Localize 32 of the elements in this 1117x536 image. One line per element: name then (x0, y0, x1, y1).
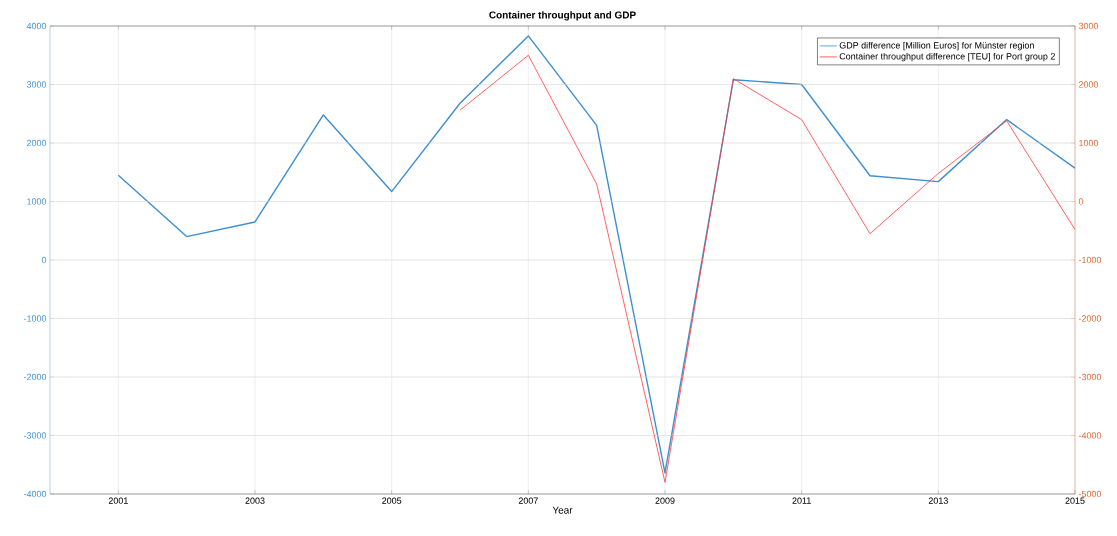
y-tick-label: 2000 (26, 139, 47, 147)
y-tick-label: -4000 (23, 490, 47, 498)
x-tick-label: 2001 (108, 497, 128, 504)
y2-tick-label: -4000 (1078, 432, 1102, 439)
line-series (459, 54, 1075, 483)
y-tick-label: 4000 (26, 22, 47, 30)
y2-tick-label: -5000 (1078, 490, 1102, 498)
y2-tick-label: -1000 (1078, 256, 1102, 264)
x-tick-label: 2013 (928, 497, 948, 504)
chart-title: Container throughput and GDP (489, 11, 636, 21)
legend-label: Container throughput difference [TEU] for Port group 2 (839, 52, 1055, 62)
x-tick-label: 2003 (245, 497, 265, 504)
legend-label: GDP difference [Million Euros] for Münster region (839, 41, 1034, 51)
x-tick-label: 2015 (1065, 497, 1085, 504)
line-series (117, 35, 1075, 474)
x-tick-label: 2007 (518, 497, 538, 504)
y-tick-label: -2000 (23, 373, 47, 381)
x-axis-title: Year (552, 506, 573, 514)
y2-tick-label: 2000 (1078, 81, 1099, 88)
x-tick-label: 2005 (382, 497, 402, 504)
y-tick-label: -1000 (23, 315, 47, 322)
y2-tick-label: 0 (1078, 198, 1084, 205)
x-tick-label: 2011 (792, 497, 811, 504)
y-tick-label: 3000 (26, 81, 47, 88)
y2-tick-label: 3000 (1078, 22, 1099, 30)
y-tick-label: 1000 (27, 198, 47, 205)
y-tick-label: 0 (41, 256, 47, 264)
y2-tick-label: -3000 (1078, 373, 1102, 381)
y2-tick-label: 1000 (1079, 139, 1099, 147)
x-tick-label: 2009 (655, 497, 675, 504)
y2-tick-label: -2000 (1078, 315, 1102, 322)
y-tick-label: -3000 (23, 432, 47, 439)
